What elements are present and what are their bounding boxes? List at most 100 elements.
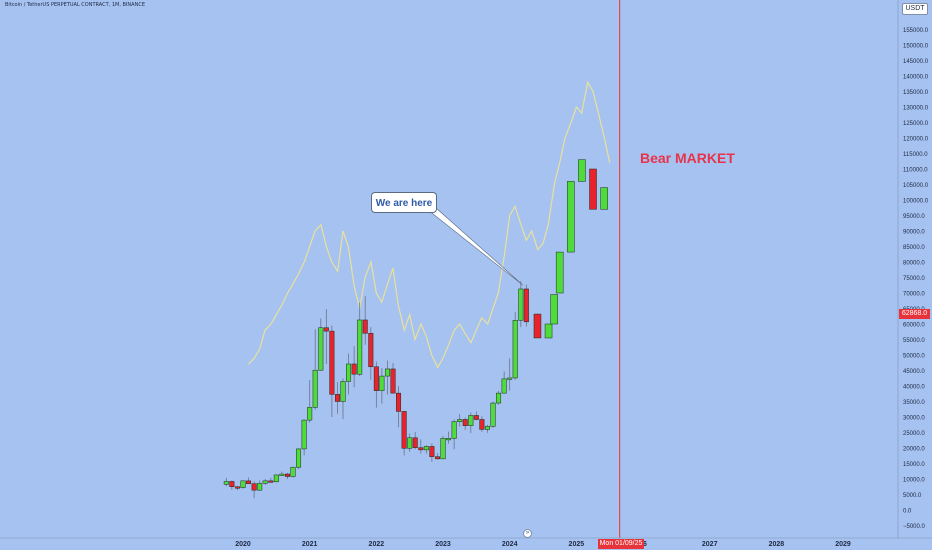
candle-body-up bbox=[501, 378, 507, 394]
candle-body-down bbox=[368, 333, 374, 368]
candle[interactable] bbox=[418, 439, 424, 454]
candle[interactable] bbox=[284, 472, 290, 479]
candle[interactable] bbox=[589, 168, 597, 210]
last-price-tag: 62868.0 bbox=[899, 309, 930, 319]
candle[interactable] bbox=[473, 411, 479, 421]
candle[interactable] bbox=[279, 471, 285, 476]
candle-body-down bbox=[234, 486, 240, 489]
candle[interactable] bbox=[318, 318, 324, 371]
candle-body-down bbox=[479, 419, 485, 430]
candle-body-down bbox=[429, 446, 435, 457]
candle[interactable] bbox=[396, 386, 402, 428]
candle[interactable] bbox=[379, 368, 385, 404]
candle[interactable] bbox=[507, 358, 513, 391]
candle[interactable] bbox=[550, 294, 558, 325]
price-tick-label: 140000.0 bbox=[903, 75, 929, 81]
candle[interactable] bbox=[523, 284, 529, 327]
candle[interactable] bbox=[496, 390, 502, 405]
symbol-title[interactable]: Bitcoin / TetherUS PERPETUAL CONTRACT, 1… bbox=[5, 2, 145, 8]
candle[interactable] bbox=[567, 181, 575, 253]
candle[interactable] bbox=[268, 477, 274, 483]
price-tick-label: 90000.0 bbox=[903, 230, 925, 236]
candle[interactable] bbox=[229, 480, 235, 490]
candle-body-up bbox=[379, 375, 385, 391]
candle[interactable] bbox=[357, 302, 363, 377]
candle[interactable] bbox=[257, 480, 263, 491]
candle[interactable] bbox=[312, 329, 318, 410]
double-chevron-down-icon[interactable]: » bbox=[523, 529, 532, 538]
candle[interactable] bbox=[246, 477, 252, 484]
candle[interactable] bbox=[490, 401, 496, 428]
candle[interactable] bbox=[373, 361, 379, 408]
candle[interactable] bbox=[362, 296, 368, 345]
candle[interactable] bbox=[407, 433, 413, 452]
price-tick-label: 50000.0 bbox=[903, 354, 925, 360]
candle-body-down bbox=[412, 437, 418, 448]
candle-body-down bbox=[268, 480, 274, 483]
candle-body-down bbox=[373, 366, 379, 391]
candle[interactable] bbox=[323, 309, 329, 364]
candle[interactable] bbox=[346, 353, 352, 395]
candle-body-down bbox=[246, 480, 252, 484]
candle[interactable] bbox=[390, 363, 396, 394]
candle[interactable] bbox=[446, 431, 452, 444]
candle[interactable] bbox=[578, 159, 586, 182]
candle[interactable] bbox=[251, 481, 257, 499]
candle[interactable] bbox=[412, 431, 418, 450]
candle[interactable] bbox=[600, 187, 608, 210]
candle[interactable] bbox=[334, 381, 340, 414]
candle-body-down bbox=[323, 327, 329, 332]
candle[interactable] bbox=[440, 435, 446, 460]
candle[interactable] bbox=[329, 325, 335, 417]
candle[interactable] bbox=[340, 378, 346, 420]
price-tick-label: 120000.0 bbox=[903, 137, 929, 143]
candle[interactable] bbox=[301, 419, 307, 456]
price-axis[interactable]: −5000.0 0.0 5000.0 10000.0 15000.0 20000.0 250… bbox=[897, 0, 929, 538]
candle[interactable] bbox=[401, 411, 407, 456]
candle[interactable] bbox=[262, 479, 268, 485]
candle[interactable] bbox=[457, 413, 463, 427]
candle[interactable] bbox=[384, 360, 390, 395]
candle-body-up bbox=[423, 446, 429, 451]
time-tick-label: 2029 bbox=[835, 541, 851, 548]
candle[interactable] bbox=[368, 327, 374, 380]
price-tick-label: 5000.0 bbox=[903, 493, 922, 499]
candle[interactable] bbox=[501, 371, 507, 394]
price-tick-label: 105000.0 bbox=[903, 183, 929, 189]
candle-body-up bbox=[490, 402, 496, 427]
time-tick-label: 2023 bbox=[435, 541, 451, 548]
candle[interactable] bbox=[462, 417, 468, 431]
candle[interactable] bbox=[533, 313, 542, 339]
candle[interactable] bbox=[429, 443, 435, 462]
candle[interactable] bbox=[296, 448, 302, 470]
candle[interactable] bbox=[234, 485, 240, 491]
candle[interactable] bbox=[423, 444, 429, 454]
candle[interactable] bbox=[484, 424, 490, 433]
candle-body-up bbox=[296, 448, 302, 468]
candle[interactable] bbox=[240, 480, 246, 489]
candle[interactable] bbox=[451, 419, 457, 450]
candle-body-down bbox=[334, 394, 340, 402]
candle[interactable] bbox=[544, 323, 553, 339]
candle-body-up bbox=[600, 187, 608, 210]
candle[interactable] bbox=[223, 477, 229, 487]
price-tick-label: 125000.0 bbox=[903, 121, 929, 127]
currency-badge[interactable]: USDT bbox=[902, 3, 928, 15]
candle[interactable] bbox=[512, 311, 518, 380]
candle-body-down bbox=[533, 313, 542, 339]
candle[interactable] bbox=[518, 281, 524, 328]
candle[interactable] bbox=[273, 474, 279, 483]
candle[interactable] bbox=[555, 251, 564, 294]
candle[interactable] bbox=[290, 466, 296, 478]
candle[interactable] bbox=[468, 412, 474, 434]
candle-body-down bbox=[434, 456, 440, 460]
candle[interactable] bbox=[479, 416, 485, 432]
candle[interactable] bbox=[434, 452, 440, 460]
candle-body-up bbox=[484, 426, 490, 430]
candle[interactable] bbox=[307, 380, 313, 423]
price-tick-label: 70000.0 bbox=[903, 292, 925, 298]
price-tick-label: 20000.0 bbox=[903, 447, 925, 453]
candle[interactable] bbox=[351, 346, 357, 388]
time-axis[interactable]: 20202021202220232024202526202720282029 bbox=[0, 537, 932, 548]
